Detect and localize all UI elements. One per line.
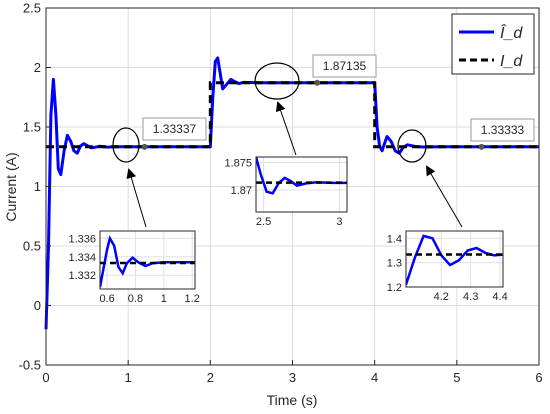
inset-x-tick-label: 1 — [161, 293, 167, 305]
y-tick-label: 2.5 — [23, 1, 41, 16]
x-tick-label: 5 — [453, 370, 460, 385]
y-tick-label: 2 — [34, 60, 41, 75]
inset-y-tick-label: 1.336 — [68, 233, 96, 245]
inset-y-tick-label: 1.3 — [387, 258, 402, 270]
inset-x-tick-label: 0.6 — [99, 293, 114, 305]
inset-frame — [99, 230, 196, 290]
legend: Î_d I_d — [451, 13, 535, 75]
x-tick-label: 6 — [535, 370, 542, 385]
inset-x-tick-label: 4.3 — [463, 291, 478, 303]
zoom-ellipse-1 — [112, 127, 140, 163]
zoom-arrow-1 — [126, 168, 147, 228]
inset-y-tick-label: 1.334 — [68, 252, 96, 264]
zoom-arrow-2 — [275, 101, 297, 156]
x-axis-label: Time (s) — [267, 392, 318, 408]
inset-x-tick-label: 0.8 — [128, 293, 143, 305]
axis-ticks: 0 1 2 3 4 5 6-0.500.511.522.5 — [19, 1, 543, 386]
datatip-label: 1.87135 — [323, 59, 367, 73]
y-axis-label: Current (A) — [3, 152, 19, 221]
zoom-markers — [112, 62, 427, 163]
series-line-reference — [46, 81, 539, 149]
datatip-box — [470, 118, 535, 142]
inset-plot-2: 2.5 3 1.87 1.875 — [224, 156, 348, 228]
legend-label-reference: I_d — [500, 53, 523, 70]
series-layer — [44, 56, 539, 330]
datatip-marker — [478, 143, 485, 150]
inset-frame — [255, 156, 348, 213]
inset-x-tick-label: 1.2 — [185, 293, 200, 305]
inset-plot-3: 4.2 4.3 4.4 1.2 1.3 1.4 — [387, 230, 508, 303]
x-tick-label: 2 — [207, 370, 214, 385]
datatip-box — [312, 54, 377, 78]
inset-y-tick-label: 1.332 — [68, 270, 96, 282]
datatip-label: 1.33333 — [481, 123, 525, 137]
inset-y-tick-label: 1.87 — [231, 185, 252, 197]
inset-y-tick-label: 1.2 — [387, 282, 402, 294]
x-tick-label: 0 — [42, 370, 49, 385]
x-tick-label: 4 — [371, 370, 378, 385]
legend-box — [451, 13, 535, 75]
x-tick-label: 1 — [125, 370, 132, 385]
zoom-arrows — [126, 101, 463, 228]
datatip-box — [142, 117, 207, 141]
y-tick-label: 0.5 — [23, 239, 41, 254]
inset-frame — [405, 230, 504, 288]
inset-background — [406, 231, 503, 287]
inset-background — [100, 231, 195, 289]
legend-label-estimate: Î_d — [500, 23, 523, 42]
series-line-estimate — [44, 56, 539, 330]
y-tick-label: -0.5 — [19, 358, 41, 373]
datatip-layer: 1.33337 1.87135 1.33333 — [141, 54, 535, 150]
datatip-marker — [141, 143, 148, 150]
x-tick-label: 3 — [289, 370, 296, 385]
inset-x-tick-label: 3 — [336, 216, 342, 228]
zoom-ellipse-2 — [254, 62, 300, 100]
zoom-ellipse-3 — [397, 129, 427, 163]
y-tick-label: 1.5 — [23, 120, 41, 135]
y-tick-label: 1 — [34, 179, 41, 194]
inset-x-tick-label: 4.2 — [434, 291, 449, 303]
datatip-marker — [314, 79, 321, 86]
inset-y-tick-label: 1.875 — [224, 158, 252, 170]
inset-x-tick-label: 4.4 — [492, 291, 507, 303]
zoom-arrow-3 — [425, 165, 463, 228]
datatip-label: 1.33337 — [153, 122, 197, 136]
inset-y-tick-label: 1.4 — [387, 233, 402, 245]
y-tick-label: 0 — [34, 298, 41, 313]
inset-x-tick-label: 2.5 — [256, 216, 271, 228]
inset-plot-1: 0.6 0.8 1 1.2 1.332 1.334 1.336 — [68, 230, 200, 305]
